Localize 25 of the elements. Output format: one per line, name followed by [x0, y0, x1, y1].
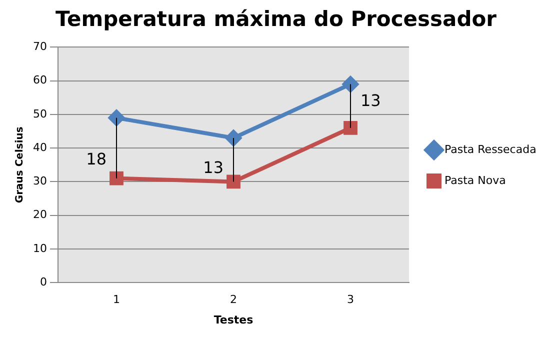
y-tick-label: 20 — [32, 208, 47, 222]
x-tick-label: 3 — [347, 293, 354, 306]
legend-label: Pasta Nova — [444, 174, 506, 187]
y-tick-label: 0 — [40, 275, 47, 288]
legend-label: Pasta Ressecada — [444, 142, 536, 156]
annotation: 13 — [360, 90, 381, 110]
x-tick-label: 2 — [230, 293, 237, 306]
point — [226, 130, 242, 146]
y-tick-label: 50 — [32, 107, 47, 120]
y-tick-label: 30 — [32, 174, 47, 188]
y-tick-label: 70 — [32, 40, 47, 54]
x-tick-label: 1 — [113, 293, 120, 306]
point — [342, 76, 358, 92]
y-tick-label: 40 — [32, 140, 47, 154]
point — [226, 174, 240, 189]
annotation: 13 — [203, 158, 224, 177]
annotation: 18 — [86, 149, 106, 168]
x-axis-title: Testes — [214, 313, 254, 326]
point — [110, 171, 124, 186]
y-axis-title: Graus Celsius — [14, 126, 26, 204]
chart-title: Temperatura máxima do Processador — [55, 7, 498, 32]
point — [108, 110, 124, 126]
y-tick-label: 10 — [32, 242, 47, 255]
y-tick-label: 60 — [32, 74, 47, 87]
point — [344, 120, 358, 135]
